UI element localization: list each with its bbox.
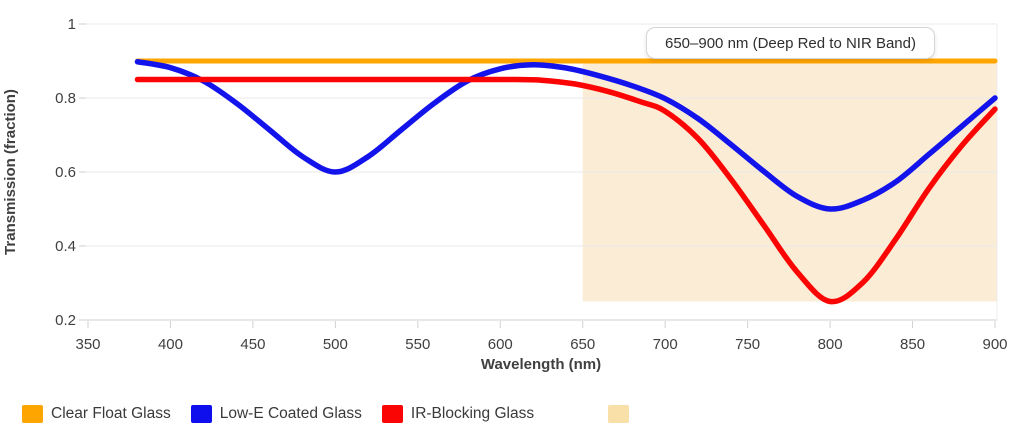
- series-line-ir-blocking-glass: [134, 76, 998, 305]
- legend-item-ir-blocking-glass[interactable]: IR-Blocking Glass: [381, 405, 535, 423]
- legend-swatch: [608, 405, 630, 423]
- x-tick-label: 900: [982, 336, 1007, 353]
- y-tick-label: 1: [68, 16, 76, 33]
- y-tick-label: 0.2: [55, 312, 76, 329]
- legend-label: IR-Blocking Glass: [410, 405, 535, 422]
- y-tick-label: 0.6: [55, 164, 76, 181]
- legend-item-band[interactable]: [608, 405, 637, 423]
- x-tick-label: 650: [570, 336, 595, 353]
- band-annotation-label: 650–900 nm (Deep Red to NIR Band): [665, 34, 916, 52]
- band-annotation-callout: 650–900 nm (Deep Red to NIR Band): [646, 27, 935, 59]
- series-line-low-e-coated-glass: [134, 58, 998, 212]
- legend-item-clear-float-glass[interactable]: Clear Float Glass: [22, 405, 171, 423]
- x-tick-label: 700: [653, 336, 678, 353]
- x-axis-title: Wavelength (nm): [481, 356, 601, 373]
- x-tick-label: 800: [818, 336, 843, 353]
- x-tick-label: 350: [75, 336, 100, 353]
- x-tick-label: 600: [488, 336, 513, 353]
- legend-swatch: [190, 405, 212, 423]
- legend-label: Clear Float Glass: [51, 405, 171, 422]
- legend-swatch: [381, 405, 403, 423]
- x-tick-label: 500: [323, 336, 348, 353]
- y-tick-label: 0.4: [55, 238, 76, 255]
- x-tick-label: 400: [158, 336, 183, 353]
- legend-item-low-e-coated-glass[interactable]: Low-E Coated Glass: [190, 405, 362, 423]
- x-tick-label: 850: [900, 336, 925, 353]
- y-axis-title: Transmission (fraction): [2, 89, 19, 255]
- x-tick-label: 750: [735, 336, 760, 353]
- x-tick-label: 550: [405, 336, 430, 353]
- y-tick-label: 0.8: [55, 90, 76, 107]
- chart-legend: Clear Float Glass Low-E Coated Glass IR-Bl…: [22, 400, 637, 428]
- legend-label: Low-E Coated Glass: [219, 405, 362, 422]
- legend-swatch: [22, 405, 43, 423]
- transmission-chart: 0.2 0.4 0.6 0.8 1 350 400 450 500 550 600 650 700 750…: [2, 16, 1008, 373]
- x-tick-label: 450: [240, 336, 265, 353]
